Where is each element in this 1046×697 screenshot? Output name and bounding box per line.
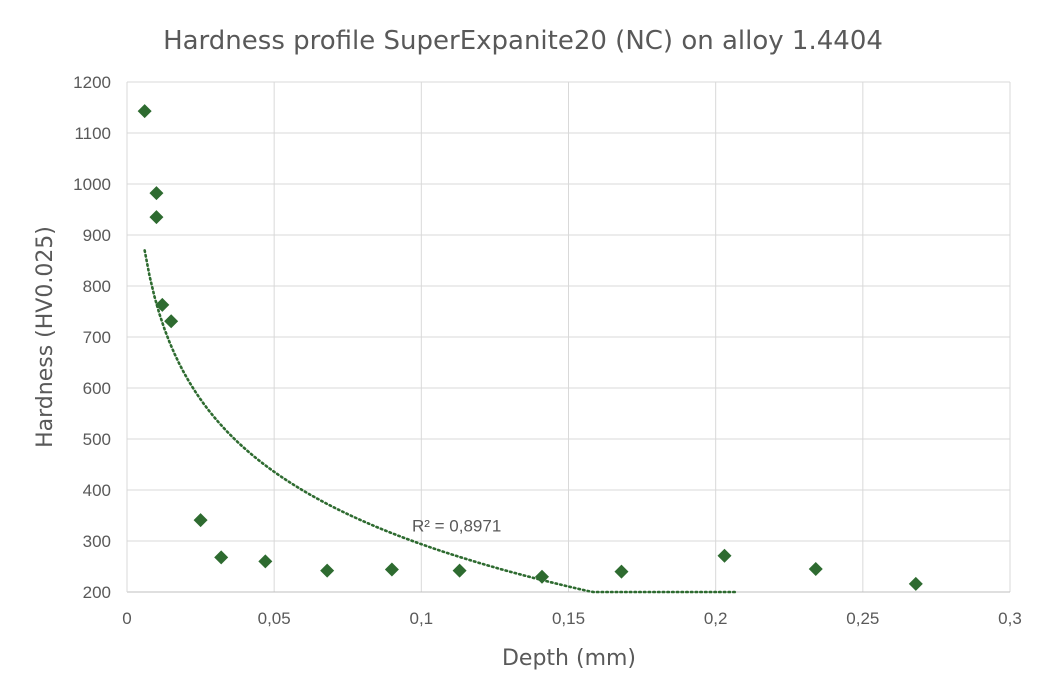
annotations: R² = 0,8971 [412,517,501,536]
y-axis-title: Hardness (HV0.025) [33,226,58,448]
x-tick-label: 0,1 [410,609,434,628]
x-tick-label: 0,25 [846,609,879,628]
data-point [717,548,732,563]
chart-title: Hardness profile SuperExpanite20 (NC) on… [163,26,883,56]
data-point [452,563,467,578]
axes: 200 300 400 500 600 700 800 900 1000 1100 1200 0 0,0… [73,73,1022,628]
data-point [193,513,208,528]
data-point [384,562,399,577]
x-tick-label: 0,15 [552,609,585,628]
x-tick-label: 0,05 [258,609,291,628]
y-tick-label: 200 [83,583,111,602]
data-point [808,562,823,577]
x-tick-label: 0,3 [998,609,1022,628]
y-tick-label: 800 [83,277,111,296]
x-tick-label: 0,2 [704,609,728,628]
y-tick-label: 1100 [74,124,111,143]
y-tick-label: 1000 [73,175,111,194]
data-point [214,550,229,565]
trendline [143,249,738,594]
data-point [258,554,273,569]
x-axis-title: Depth (mm) [502,646,636,671]
y-tick-label: 400 [83,481,111,500]
trendline-group [143,249,738,594]
data-point [137,104,152,119]
data-point [320,563,335,578]
data-points [137,104,923,591]
y-tick-label: 1200 [73,73,111,92]
data-point [149,210,164,225]
y-tick-label: 600 [83,379,111,398]
grid-lines [127,81,1011,592]
data-point [614,564,629,579]
data-point [164,314,179,329]
data-point [155,297,170,312]
x-tick-label: 0 [122,609,131,628]
data-point [535,569,550,584]
r-squared-label: R² = 0,8971 [412,517,501,536]
y-tick-label: 900 [83,226,111,245]
y-tick-label: 700 [83,328,111,347]
y-tick-label: 500 [83,430,111,449]
data-point [908,576,923,591]
data-point [149,186,164,201]
y-tick-label: 300 [83,532,111,551]
